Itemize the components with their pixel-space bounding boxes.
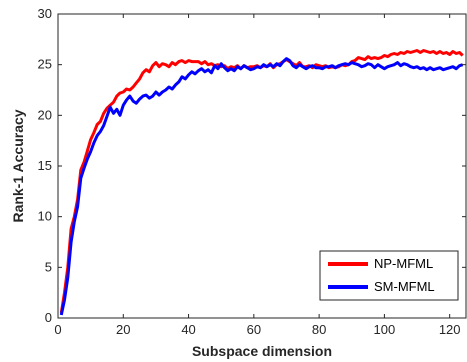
x-tick-label: 120 — [439, 322, 461, 337]
y-tick-label: 30 — [38, 6, 52, 21]
y-axis-title: Rank-1 Accuracy — [10, 109, 26, 222]
y-tick-label: 15 — [38, 158, 52, 173]
series-layer — [59, 49, 464, 316]
x-tick-label: 80 — [312, 322, 326, 337]
legend-label-sm-mfml: SM-MFML — [374, 279, 435, 294]
x-tick-label: 20 — [116, 322, 130, 337]
x-tick-label: 0 — [54, 322, 61, 337]
y-tick-label: 10 — [38, 209, 52, 224]
x-tick-label: 60 — [247, 322, 261, 337]
x-axis-title: Subspace dimension — [192, 343, 332, 359]
legend-label-np-mfml: NP-MFML — [374, 256, 433, 271]
legend: NP-MFML SM-MFML — [319, 250, 459, 301]
y-tick-label: 5 — [45, 259, 52, 274]
legend-box — [319, 250, 459, 301]
y-tick-label: 20 — [38, 107, 52, 122]
y-tick-label: 25 — [38, 57, 52, 72]
x-tick-label: 40 — [181, 322, 195, 337]
y-tick-label: 0 — [45, 310, 52, 325]
series-line-sm-mfml — [59, 57, 464, 316]
tick-layer: 0 20 40 60 80 100 120 0 5 10 15 20 25 30 — [38, 6, 466, 337]
x-tick-label: 100 — [374, 322, 396, 337]
